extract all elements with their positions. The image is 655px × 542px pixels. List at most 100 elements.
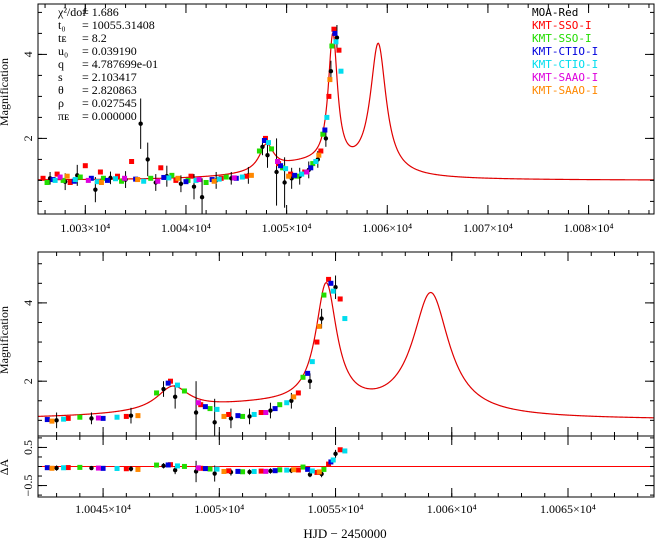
parameter-name: s — [58, 70, 63, 84]
residual-panel: 1.0045×10⁴ 1.005×10⁴ 1.0055×10⁴ 1.006×10⁴ 1.… — [15, 435, 655, 516]
parameter-value: = 0.027545 — [82, 96, 137, 110]
middle-series-kmt-saao-i — [15, 400, 269, 422]
middle-data-point — [193, 410, 199, 415]
residual-data-point — [321, 466, 327, 472]
top-data-point — [216, 176, 222, 182]
residual-data-point — [95, 465, 101, 471]
top-data-point — [256, 148, 262, 154]
parameter-name: u₀ — [58, 44, 68, 58]
middle-data-point — [291, 394, 297, 400]
residual-data-point — [89, 465, 94, 471]
top-data-point — [145, 157, 150, 162]
residual-series-moa-red — [54, 449, 338, 483]
top-x-tick-label: 1.008×10⁴ — [564, 221, 614, 235]
parameter-name: ρ — [58, 96, 64, 110]
top-data-point — [283, 166, 289, 172]
residual-data-point — [284, 467, 290, 473]
parameter-list: χ²/dof= 1.686 t₀ = 10055.31408 tᴇ = 8.2 u₀ = 0… — [57, 5, 158, 123]
middle-data-point — [181, 388, 187, 394]
middle-data-point — [128, 413, 134, 418]
middle-y-tick-label: 2 — [21, 378, 35, 384]
top-data-point — [332, 30, 338, 36]
middle-data-point — [165, 380, 171, 386]
residual-data-point — [77, 464, 83, 470]
middle-data-point — [15, 417, 20, 422]
residual-x-tick-label: 1.0065×10⁴ — [540, 502, 596, 516]
middle-data-point — [309, 359, 315, 365]
top-series-kmt-ctio-i — [52, 39, 344, 185]
residual-data-point — [263, 468, 269, 474]
residual-series-kmt-ctio-i — [61, 448, 348, 474]
top-data-point — [115, 173, 121, 179]
middle-data-point — [272, 406, 278, 412]
residual-series-kmt-saao-i — [49, 465, 322, 475]
parameter-name: t₀ — [58, 18, 66, 32]
residual-data-point — [15, 465, 20, 470]
top-data-point — [122, 175, 128, 181]
top-data-point — [231, 175, 237, 181]
top-data-point — [326, 93, 332, 99]
top-data-point — [278, 163, 284, 169]
middle-data-point — [22, 434, 26, 438]
residual-data-point — [172, 467, 178, 473]
residual-data-point — [207, 466, 213, 472]
top-data-point — [308, 165, 314, 171]
top-data-point — [336, 47, 342, 53]
residual-data-point — [277, 467, 283, 473]
middle-data-point — [172, 394, 178, 400]
parameter-value: = 1.686 — [82, 5, 119, 19]
top-data-point — [327, 77, 333, 83]
top-data-point — [54, 171, 60, 177]
middle-data-point — [258, 410, 264, 416]
top-data-point — [82, 163, 88, 169]
middle-data-point — [95, 415, 101, 421]
top-data-point — [98, 180, 104, 185]
legend-entry: KMT-SSO-I — [532, 19, 592, 32]
residual-data-point — [309, 468, 315, 474]
middle-data-point — [212, 420, 217, 425]
top-series-kmt-saao-i — [64, 77, 333, 185]
top-data-point — [292, 172, 298, 178]
top-series-kmt-saao-i — [57, 159, 310, 184]
top-data-point — [97, 169, 103, 175]
middle-series-kmt-saao-i — [49, 323, 322, 424]
legend-entry: MOA-Red — [532, 6, 578, 19]
middle-data-point — [289, 398, 294, 403]
top-data-point — [52, 177, 58, 183]
top-data-point — [338, 68, 344, 74]
middle-data-point — [228, 416, 234, 421]
parameter-value: = 0.039190 — [82, 44, 137, 58]
top-model-curve — [38, 30, 654, 181]
residual-ylabel: ΔA — [0, 458, 11, 475]
middle-frame — [37, 251, 655, 437]
parameter-name: χ²/dof — [57, 5, 86, 19]
top-data-point — [261, 138, 267, 143]
top-y-tick-label: 4 — [21, 51, 35, 57]
middle-data-point — [77, 414, 83, 420]
residual-data-point — [195, 465, 201, 471]
legend-entry: KMT-SAAO-I — [532, 84, 598, 97]
residual-data-point — [161, 463, 166, 468]
top-data-point — [93, 187, 98, 192]
residual-data-point — [31, 466, 36, 471]
top-data-point — [158, 165, 164, 171]
top-y-tick-label: 2 — [21, 135, 35, 141]
residual-data-point — [44, 465, 50, 471]
top-data-point — [166, 175, 172, 181]
top-data-point — [333, 39, 339, 45]
middle-data-point — [174, 382, 180, 388]
residual-data-point — [221, 468, 227, 474]
middle-data-point — [330, 288, 336, 294]
residual-data-point — [135, 466, 141, 472]
top-data-point — [328, 69, 334, 74]
middle-data-point — [300, 374, 306, 380]
top-data-point — [329, 43, 335, 49]
top-data-point — [129, 159, 135, 164]
residual-data-point — [316, 469, 322, 475]
residual-data-point — [212, 471, 217, 476]
residual-data-point — [247, 469, 252, 475]
parameter-value: = 2.820863 — [82, 83, 137, 97]
middle-data-point — [114, 414, 120, 420]
top-data-point — [135, 177, 141, 183]
top-data-point — [260, 144, 265, 149]
